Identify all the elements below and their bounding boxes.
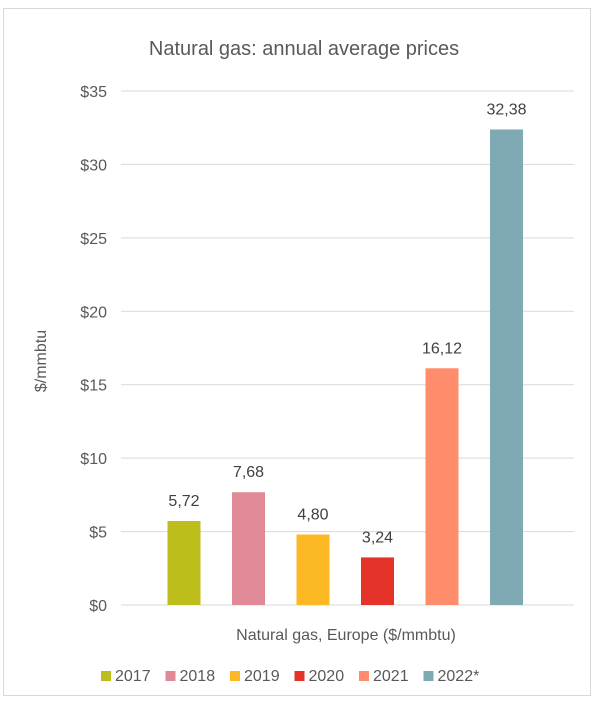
legend-label: 2017 (115, 668, 151, 685)
legend-swatch (101, 671, 111, 681)
legend-swatch (230, 671, 240, 681)
y-axis-ticks: $0 $5 $10 $15 $20 $25 $30 $35 (80, 84, 107, 615)
y-tick-label: $20 (80, 304, 107, 321)
bar-2017 (167, 520, 201, 605)
y-tick-label: $5 (89, 525, 107, 542)
data-label: 7,68 (233, 464, 264, 481)
legend-label: 2018 (180, 668, 216, 685)
y-tick-label: $35 (80, 84, 107, 101)
data-label: 3,24 (362, 529, 393, 546)
data-label: 4,80 (297, 507, 328, 524)
legend-label: 2020 (309, 668, 345, 685)
y-tick-label: $30 (80, 157, 107, 174)
y-tick-label: $10 (80, 451, 107, 468)
x-axis-label: Natural gas, Europe ($/mmbtu) (236, 627, 456, 644)
bar-2021 (425, 368, 459, 605)
legend-swatch (423, 671, 434, 681)
bar-chart: Natural gas: annual average prices $0$5$… (33, 38, 574, 685)
legend-swatch (294, 671, 305, 681)
legend-label: 2022* (438, 668, 480, 685)
data-label: 16,12 (422, 340, 462, 357)
y-axis-label: $/mmbtu (33, 330, 50, 392)
legend-label: 2021 (373, 668, 409, 685)
bar-2018 (232, 492, 265, 605)
bar-2022 (490, 129, 523, 605)
bar-2019 (296, 534, 330, 605)
data-label: 5,72 (168, 493, 199, 510)
legend-label: 2019 (244, 668, 280, 685)
data-label: 32,38 (486, 101, 526, 118)
y-tick-label: $15 (80, 378, 107, 395)
legend: 2017 2018 2019 2020 2021 2022* (101, 668, 479, 685)
data-labels: 5,72 7,68 4,80 3,24 16,12 32,38 (168, 101, 526, 546)
legend-swatch (359, 671, 369, 681)
y-tick-label: $0 (89, 598, 107, 615)
chart-frame: Natural gas: annual average prices $0 $5 $… (3, 8, 591, 696)
bar-2020 (361, 557, 394, 605)
bars (167, 129, 523, 605)
legend-swatch (165, 671, 176, 681)
chart-title: Natural gas: annual average prices (149, 38, 459, 60)
y-tick-label: $25 (80, 231, 107, 248)
